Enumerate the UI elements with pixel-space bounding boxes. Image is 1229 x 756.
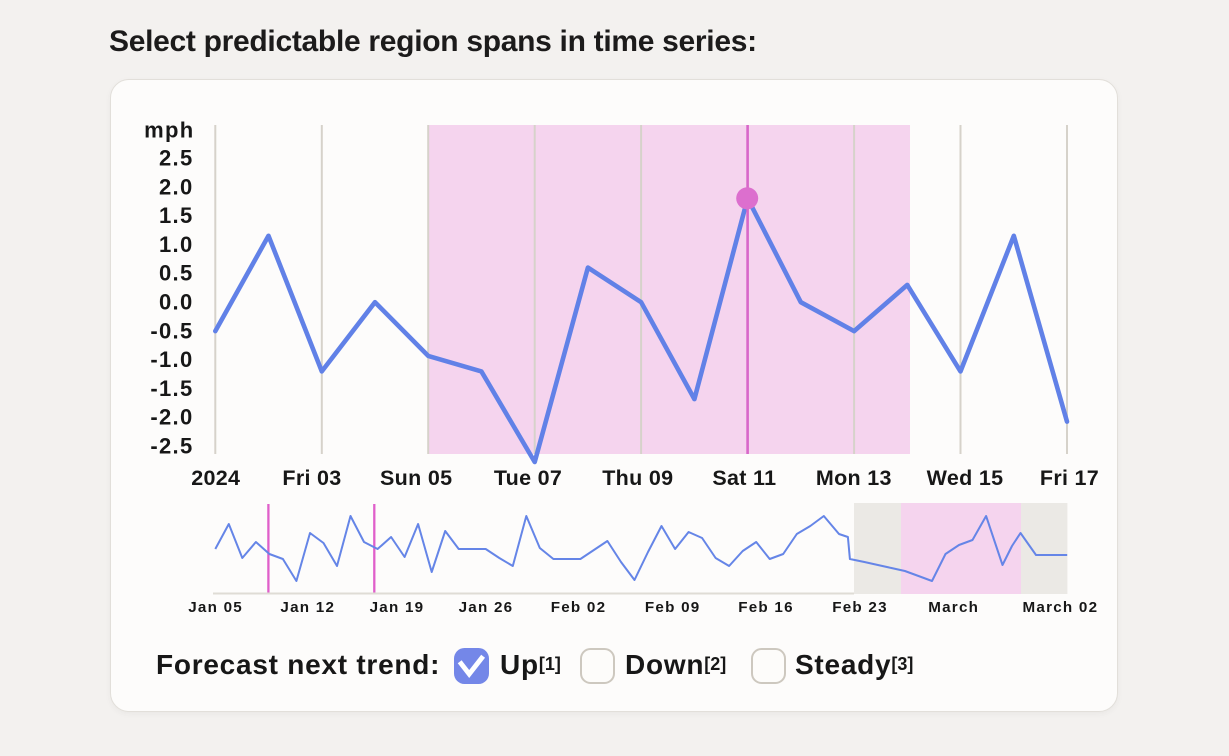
svg-text:-2.5: -2.5 bbox=[150, 434, 193, 459]
svg-text:0.5: 0.5 bbox=[159, 261, 193, 286]
svg-text:Sat 11: Sat 11 bbox=[712, 466, 776, 490]
svg-text:Jan 19: Jan 19 bbox=[370, 599, 425, 616]
svg-text:Fri 03: Fri 03 bbox=[282, 466, 341, 490]
svg-text:2.0: 2.0 bbox=[159, 174, 193, 199]
svg-text:0.0: 0.0 bbox=[159, 290, 193, 315]
svg-text:Feb 02: Feb 02 bbox=[551, 599, 607, 616]
svg-text:-2.0: -2.0 bbox=[150, 405, 193, 430]
svg-text:March: March bbox=[928, 599, 979, 616]
svg-text:March 02: March 02 bbox=[1022, 599, 1098, 616]
svg-text:-1.0: -1.0 bbox=[150, 347, 193, 372]
svg-text:Jan 05: Jan 05 bbox=[188, 599, 243, 616]
svg-text:2024: 2024 bbox=[191, 466, 240, 490]
svg-text:Fri 17: Fri 17 bbox=[1040, 466, 1099, 490]
svg-text:Jan 12: Jan 12 bbox=[280, 599, 335, 616]
svg-text:Feb 16: Feb 16 bbox=[738, 599, 794, 616]
svg-text:-1.5: -1.5 bbox=[150, 376, 193, 401]
svg-text:Feb 23: Feb 23 bbox=[832, 599, 888, 616]
svg-text:Wed 15: Wed 15 bbox=[927, 466, 1004, 490]
svg-text:2.5: 2.5 bbox=[159, 146, 193, 171]
svg-text:Sun 05: Sun 05 bbox=[380, 466, 452, 490]
svg-text:Mon 13: Mon 13 bbox=[816, 466, 892, 490]
svg-text:Feb 09: Feb 09 bbox=[645, 599, 701, 616]
svg-text:-0.5: -0.5 bbox=[150, 318, 193, 343]
svg-text:Jan 26: Jan 26 bbox=[459, 599, 514, 616]
svg-text:Thu 09: Thu 09 bbox=[602, 466, 673, 490]
svg-text:mph: mph bbox=[144, 118, 194, 143]
svg-text:Tue 07: Tue 07 bbox=[494, 466, 562, 490]
svg-text:1.5: 1.5 bbox=[159, 203, 193, 228]
svg-text:1.0: 1.0 bbox=[159, 232, 193, 257]
